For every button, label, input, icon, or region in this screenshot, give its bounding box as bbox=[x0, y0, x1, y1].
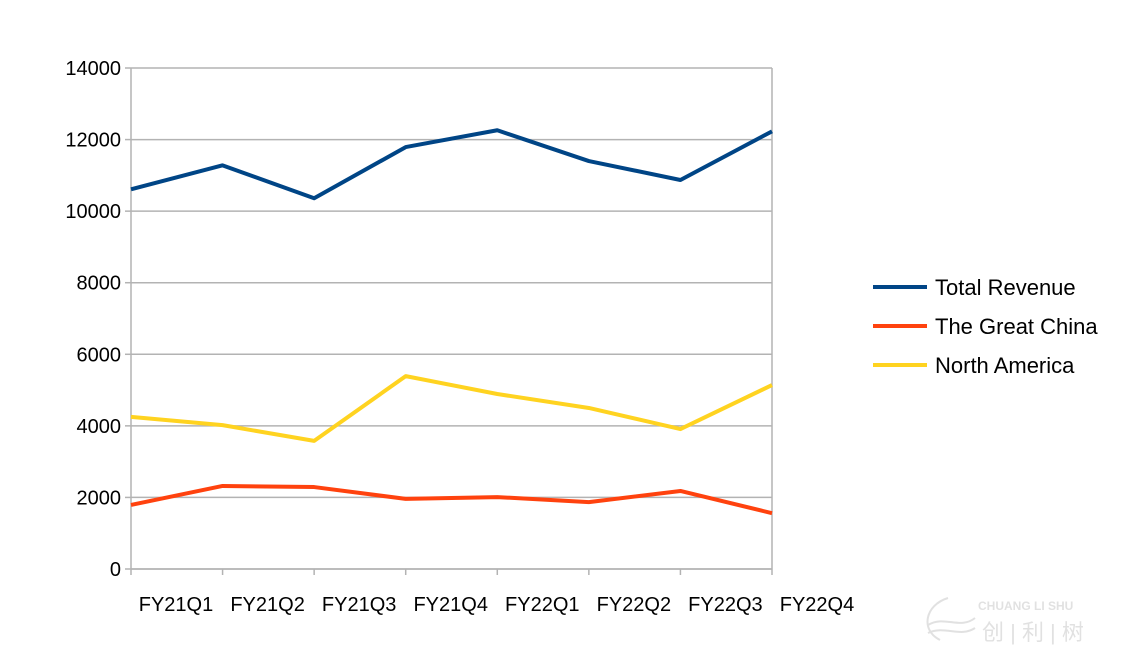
watermark-logo: CHUANG LI SHU 创 | 利 | 树 bbox=[926, 597, 1084, 645]
x-tick-label: FY21Q4 bbox=[413, 594, 487, 616]
series-lines bbox=[130, 128, 773, 516]
legend: Total Revenue The Great China North Americ… bbox=[873, 275, 1098, 378]
y-axis-ticks: 0 2000 4000 6000 8000 10000 12000 14000 bbox=[65, 58, 131, 581]
x-tick-label: FY22Q1 bbox=[505, 594, 579, 616]
svg-text:CHUANG LI SHU: CHUANG LI SHU bbox=[978, 599, 1073, 613]
y-tick-label: 6000 bbox=[77, 344, 122, 366]
x-tick-label: FY21Q2 bbox=[230, 594, 304, 616]
legend-label: The Great China bbox=[935, 314, 1098, 339]
svg-text:创 | 利 | 树: 创 | 利 | 树 bbox=[982, 620, 1084, 645]
y-tick-label: 8000 bbox=[77, 273, 122, 295]
y-tick-label: 0 bbox=[110, 559, 121, 581]
legend-label: North America bbox=[935, 353, 1075, 378]
legend-label: Total Revenue bbox=[935, 275, 1076, 300]
y-tick-label: 4000 bbox=[77, 416, 122, 438]
gridlines bbox=[131, 67, 772, 570]
x-tick-label: FY22Q3 bbox=[688, 594, 762, 616]
axes bbox=[130, 68, 773, 570]
x-tick-label: FY21Q3 bbox=[322, 594, 396, 616]
y-tick-label: 14000 bbox=[65, 58, 121, 80]
y-tick-label: 12000 bbox=[65, 130, 121, 152]
x-tick-label: FY22Q4 bbox=[780, 594, 854, 616]
x-axis-ticks: FY21Q1 FY21Q2 FY21Q3 FY21Q4 FY22Q1 FY22Q2 FY22… bbox=[130, 569, 854, 616]
x-tick-label: FY21Q1 bbox=[139, 594, 213, 616]
x-tick-label: FY22Q2 bbox=[597, 594, 671, 616]
series-line-north-america bbox=[130, 374, 773, 443]
series-line-the-great-china bbox=[130, 483, 773, 516]
series-line-total-revenue bbox=[130, 128, 773, 201]
y-tick-label: 10000 bbox=[65, 201, 121, 223]
y-tick-label: 2000 bbox=[77, 487, 122, 509]
